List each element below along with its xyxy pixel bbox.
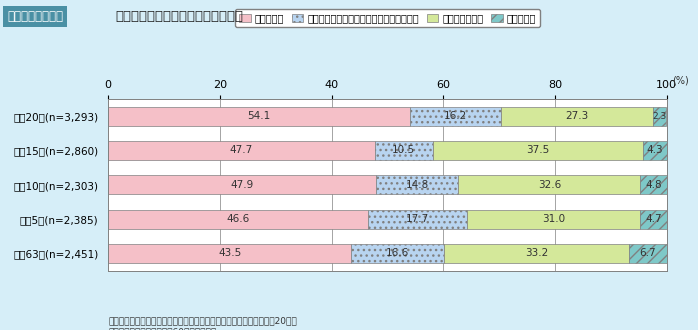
Text: 6.7: 6.7	[639, 248, 656, 258]
Bar	[410, 107, 500, 126]
Text: 資料：内閣府「高齢者の地域社会への参加に関する意識調査」（平成20年）
　（注）調査対象は、全国60歳以上の男女: 資料：内閣府「高齢者の地域社会への参加に関する意識調査」（平成20年） （注）調…	[108, 317, 297, 330]
Bar	[375, 141, 433, 160]
Text: 33.2: 33.2	[525, 248, 548, 258]
Text: 4.3: 4.3	[646, 146, 663, 155]
Text: (%): (%)	[672, 75, 689, 85]
Bar	[369, 210, 467, 229]
Bar	[467, 210, 640, 229]
Bar	[640, 175, 667, 194]
Bar	[653, 107, 666, 126]
Bar	[376, 175, 459, 194]
Text: 31.0: 31.0	[542, 214, 565, 224]
Bar	[108, 141, 375, 160]
Text: 27.3: 27.3	[565, 111, 588, 121]
Bar	[351, 244, 444, 263]
Bar	[108, 175, 376, 194]
Text: 高齢者のグループ活動への参加意向: 高齢者のグループ活動への参加意向	[115, 10, 243, 23]
Text: 47.7: 47.7	[230, 146, 253, 155]
Text: 2.3: 2.3	[653, 112, 667, 121]
Text: 43.5: 43.5	[218, 248, 242, 258]
Bar	[500, 107, 653, 126]
Text: 37.5: 37.5	[526, 146, 549, 155]
Bar	[459, 175, 640, 194]
Text: 16.6: 16.6	[386, 248, 409, 258]
Bar	[108, 210, 369, 229]
Text: 4.8: 4.8	[646, 180, 662, 190]
Bar	[444, 244, 629, 263]
Text: 図１－２－５－５: 図１－２－５－５	[7, 10, 63, 23]
Bar	[640, 210, 667, 229]
Bar	[108, 107, 410, 126]
Text: 32.6: 32.6	[537, 180, 561, 190]
Text: 17.7: 17.7	[406, 214, 429, 224]
Text: 16.2: 16.2	[444, 111, 467, 121]
Text: 10.5: 10.5	[392, 146, 415, 155]
Bar	[108, 244, 351, 263]
Bar	[643, 141, 667, 160]
Text: 4.7: 4.7	[645, 214, 662, 224]
Text: 46.6: 46.6	[227, 214, 250, 224]
Text: 14.8: 14.8	[406, 180, 429, 190]
Legend: 参加したい, 参加したいが、事情があって参加できない, 参加したくない, わからない: 参加したい, 参加したいが、事情があって参加できない, 参加したくない, わから…	[235, 10, 540, 27]
Bar	[629, 244, 667, 263]
Text: 47.9: 47.9	[230, 180, 253, 190]
Text: 54.1: 54.1	[248, 111, 271, 121]
Bar	[433, 141, 643, 160]
